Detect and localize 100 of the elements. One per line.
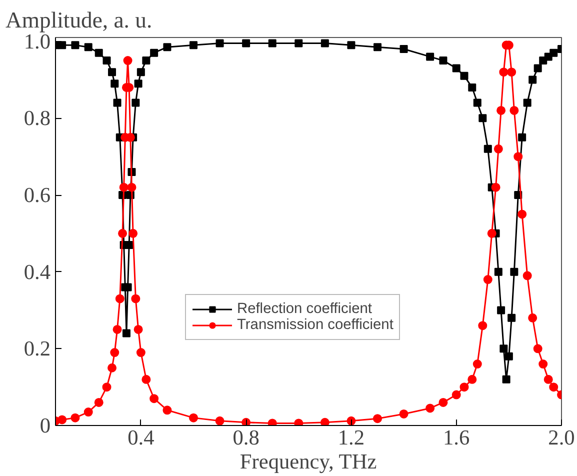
point xyxy=(142,374,151,384)
point xyxy=(550,48,558,57)
x-tick-label: 0.8 xyxy=(232,426,260,450)
point xyxy=(514,152,523,162)
point xyxy=(215,416,224,426)
point xyxy=(484,144,492,153)
point xyxy=(544,374,553,384)
point xyxy=(136,68,145,76)
point xyxy=(131,294,140,304)
point xyxy=(115,294,124,304)
point xyxy=(70,413,80,422)
point xyxy=(163,43,172,52)
point xyxy=(534,64,542,72)
point xyxy=(242,418,251,426)
point xyxy=(122,329,130,338)
point xyxy=(108,363,117,372)
point xyxy=(128,228,138,238)
point xyxy=(528,76,537,84)
point xyxy=(58,41,66,50)
point xyxy=(136,348,146,357)
point xyxy=(84,43,92,52)
point xyxy=(528,313,538,322)
point xyxy=(497,306,506,314)
point xyxy=(487,228,496,238)
point xyxy=(478,321,488,330)
point xyxy=(523,98,532,107)
y-tick-label: 0.4 xyxy=(24,260,51,284)
point xyxy=(134,324,143,334)
x-tick-label: 2.0 xyxy=(548,426,575,450)
point xyxy=(108,68,116,76)
point xyxy=(132,98,140,107)
point xyxy=(123,56,132,66)
legend-label: Reflection coefficient xyxy=(237,301,372,317)
point xyxy=(320,39,329,48)
point xyxy=(400,45,408,54)
chart-title: Amplitude, a. u. xyxy=(6,8,152,32)
point xyxy=(508,314,516,322)
point xyxy=(472,360,482,369)
point xyxy=(533,344,542,354)
point xyxy=(294,39,303,48)
point xyxy=(124,283,132,292)
point xyxy=(110,348,120,357)
x-tick-label: 1.6 xyxy=(443,426,470,450)
point xyxy=(460,72,468,80)
point xyxy=(102,56,111,65)
point xyxy=(549,382,558,392)
point xyxy=(84,408,93,417)
point xyxy=(94,48,103,57)
point xyxy=(150,48,158,57)
point xyxy=(268,39,276,48)
point xyxy=(518,133,526,142)
point xyxy=(538,360,548,369)
point xyxy=(491,182,500,192)
point xyxy=(499,68,508,77)
point xyxy=(118,228,128,238)
point xyxy=(189,413,198,422)
point xyxy=(468,374,477,384)
point xyxy=(502,375,510,384)
point xyxy=(478,114,487,122)
point xyxy=(216,39,224,48)
point xyxy=(399,409,408,418)
x-tick-label: 0.4 xyxy=(128,426,155,450)
point xyxy=(426,404,435,413)
legend-label: Transmission coefficient xyxy=(237,317,394,333)
point xyxy=(94,398,104,407)
point xyxy=(504,352,513,360)
point xyxy=(119,182,128,192)
point xyxy=(452,64,460,72)
point xyxy=(473,98,482,107)
point xyxy=(150,394,159,404)
point xyxy=(373,414,382,424)
point xyxy=(127,182,136,192)
point xyxy=(102,382,112,392)
point xyxy=(438,398,448,407)
y-tick-label: 0.6 xyxy=(24,183,51,208)
point xyxy=(496,106,506,115)
point xyxy=(71,41,80,50)
y-tick-label: 0 xyxy=(40,414,51,438)
point xyxy=(468,83,476,92)
point xyxy=(426,52,434,61)
point xyxy=(518,210,527,219)
point xyxy=(494,144,503,154)
point xyxy=(110,80,119,88)
point xyxy=(500,344,508,353)
point xyxy=(134,80,142,88)
point xyxy=(510,268,518,276)
point xyxy=(460,382,469,392)
point xyxy=(268,418,277,426)
point xyxy=(320,418,330,426)
point xyxy=(439,56,448,65)
point xyxy=(190,41,198,50)
y-tick-label: 0.8 xyxy=(24,106,51,130)
point xyxy=(58,415,67,424)
point xyxy=(483,275,492,284)
point xyxy=(522,271,532,280)
point xyxy=(162,406,172,415)
point xyxy=(347,41,356,50)
point xyxy=(494,268,502,276)
point xyxy=(374,43,382,52)
point xyxy=(242,39,250,48)
